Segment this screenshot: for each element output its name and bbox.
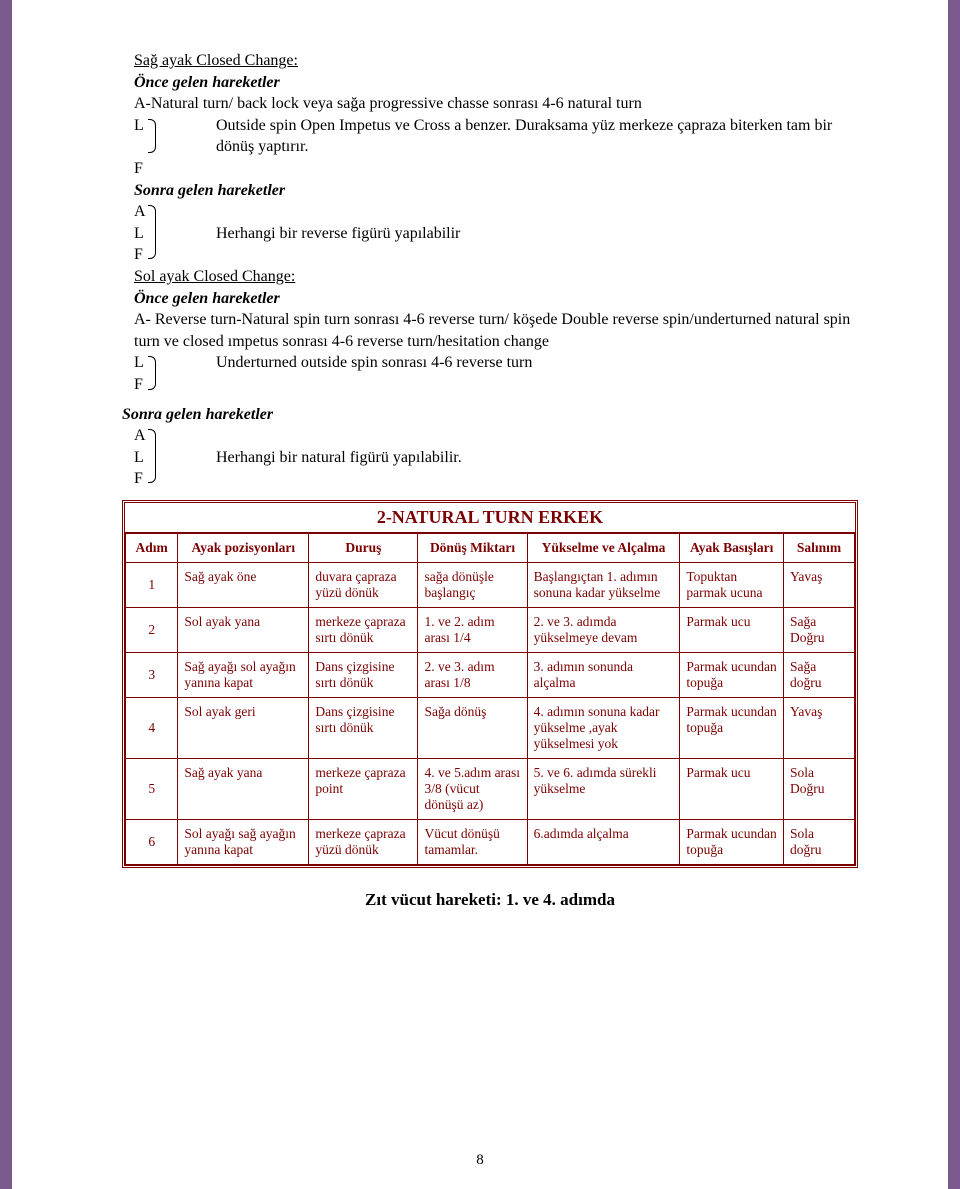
once-label-2: Önce gelen hareketler	[134, 288, 858, 310]
table-cell: 4. adımın sonuna kadar yükselme ,ayak yü…	[527, 697, 680, 758]
th-basis: Ayak Basışları	[680, 533, 784, 562]
natural-turn-table: Adım Ayak pozisyonları Duruş Dönüş Mikta…	[125, 533, 855, 865]
table-cell: 5	[126, 758, 178, 819]
table-cell: Vücut dönüşü tamamlar.	[418, 819, 527, 864]
sec1-L2-text: Herhangi bir reverse figürü yapılabilir	[156, 223, 858, 245]
table-cell: 6	[126, 819, 178, 864]
natural-turn-table-wrap: 2-NATURAL TURN ERKEK Adım Ayak pozisyonl…	[122, 500, 858, 868]
sonra-label-3: Sonra gelen hareketler	[122, 404, 858, 426]
table-cell: Yavaş	[784, 562, 855, 607]
table-cell: Sağ ayak öne	[178, 562, 309, 607]
sec2-lf-bracket: LUnderturned outside spin sonrası 4-6 re…	[134, 352, 858, 395]
th-adim: Adım	[126, 533, 178, 562]
table-cell: Topuktan parmak ucuna	[680, 562, 784, 607]
table-cell: 3	[126, 652, 178, 697]
table-cell: Parmak ucundan topuğa	[680, 652, 784, 697]
table-cell: Sağa Doğru	[784, 607, 855, 652]
table-header-row: Adım Ayak pozisyonları Duruş Dönüş Mikta…	[126, 533, 855, 562]
table-cell: Parmak ucundan topuğa	[680, 697, 784, 758]
th-donus: Dönüş Miktarı	[418, 533, 527, 562]
once-label-1: Önce gelen hareketler	[134, 72, 858, 94]
table-cell: Parmak ucu	[680, 607, 784, 652]
table-cell: 1	[126, 562, 178, 607]
sec3-alf-bracket: A LHerhangi bir natural figürü yapılabil…	[134, 425, 858, 490]
sec1-alf-bracket: A LHerhangi bir reverse figürü yapılabil…	[134, 201, 858, 266]
table-cell: Sol ayağı sağ ayağın yanına kapat	[178, 819, 309, 864]
sec2-L-text: Underturned outside spin sonrası 4-6 rev…	[156, 352, 858, 374]
table-cell: 2. ve 3. adımda yükselmeye devam	[527, 607, 680, 652]
sec1-F: F	[134, 158, 156, 180]
table-row: 6Sol ayağı sağ ayağın yanına kapatmerkez…	[126, 819, 855, 864]
table-cell: Parmak ucu	[680, 758, 784, 819]
table-cell: Sağ ayağı sol ayağın yanına kapat	[178, 652, 309, 697]
table-cell: sağa dönüşle başlangıç	[418, 562, 527, 607]
table-cell: Dans çizgisine sırtı dönük	[309, 697, 418, 758]
table-cell: 4	[126, 697, 178, 758]
table-cell: merkeze çapraza sırtı dönük	[309, 607, 418, 652]
th-yuksel: Yükselme ve Alçalma	[527, 533, 680, 562]
sonra-label-1: Sonra gelen hareketler	[134, 180, 858, 202]
table-row: 2Sol ayak yanamerkeze çapraza sırtı dönü…	[126, 607, 855, 652]
sec3-L-text: Herhangi bir natural figürü yapılabilir.	[156, 447, 858, 469]
table-cell: duvara çapraza yüzü dönük	[309, 562, 418, 607]
page: Sağ ayak Closed Change: Önce gelen harek…	[0, 0, 960, 1189]
section-sol-ayak: Sol ayak Closed Change: Önce gelen harek…	[134, 266, 858, 396]
table-cell: 1. ve 2. adım arası 1/4	[418, 607, 527, 652]
sec1-L-text: Outside spin Open Impetus ve Cross a ben…	[156, 115, 858, 158]
table-cell: Sola doğru	[784, 819, 855, 864]
table-cell: Sağ ayak yana	[178, 758, 309, 819]
table-cell: Sola Doğru	[784, 758, 855, 819]
page-number: 8	[12, 1152, 948, 1169]
table-row: 1Sağ ayak öneduvara çapraza yüzü dönüksa…	[126, 562, 855, 607]
sec1-lineA: A-Natural turn/ back lock veya sağa prog…	[134, 93, 858, 115]
table-cell: merkeze çapraza yüzü dönük	[309, 819, 418, 864]
table-cell: Sağa dönüş	[418, 697, 527, 758]
section-sag-ayak: Sağ ayak Closed Change: Önce gelen harek…	[134, 50, 858, 266]
table-cell: 4. ve 5.adım arası 3/8 (vücut dönüşü az)	[418, 758, 527, 819]
table-cell: 6.adımda alçalma	[527, 819, 680, 864]
table-row: 4Sol ayak geriDans çizgisine sırtı dönük…	[126, 697, 855, 758]
table-cell: 2. ve 3. adım arası 1/8	[418, 652, 527, 697]
table-cell: Sol ayak geri	[178, 697, 309, 758]
table-cell: Dans çizgisine sırtı dönük	[309, 652, 418, 697]
table-row: 5Sağ ayak yanamerkeze çapraza point4. ve…	[126, 758, 855, 819]
th-ayakpoz: Ayak pozisyonları	[178, 533, 309, 562]
table-cell: 2	[126, 607, 178, 652]
sec1-lf-bracket: L Outside spin Open Impetus ve Cross a b…	[134, 115, 858, 180]
table-cell: 3. adımın sonunda alçalma	[527, 652, 680, 697]
sol-title: Sol ayak Closed Change:	[134, 266, 858, 288]
th-durus: Duruş	[309, 533, 418, 562]
table-cell: merkeze çapraza point	[309, 758, 418, 819]
table-cell: Yavaş	[784, 697, 855, 758]
table-cell: Başlangıçtan 1. adımın sonuna kadar yüks…	[527, 562, 680, 607]
table-row: 3Sağ ayağı sol ayağın yanına kapatDans ç…	[126, 652, 855, 697]
sec2-lineA: A- Reverse turn-Natural spin turn sonras…	[134, 309, 858, 352]
th-salinim: Salınım	[784, 533, 855, 562]
table-cell: Sol ayak yana	[178, 607, 309, 652]
table-cell: Sağa doğru	[784, 652, 855, 697]
table-title: 2-NATURAL TURN ERKEK	[125, 503, 855, 533]
table-cell: 5. ve 6. adımda sürekli yükselme	[527, 758, 680, 819]
footer-note: Zıt vücut hareketi: 1. ve 4. adımda	[122, 890, 858, 910]
table-cell: Parmak ucundan topuğa	[680, 819, 784, 864]
section-sonra-gelen: Sonra gelen hareketler A LHerhangi bir n…	[122, 404, 858, 490]
sag-title: Sağ ayak Closed Change:	[134, 50, 858, 72]
